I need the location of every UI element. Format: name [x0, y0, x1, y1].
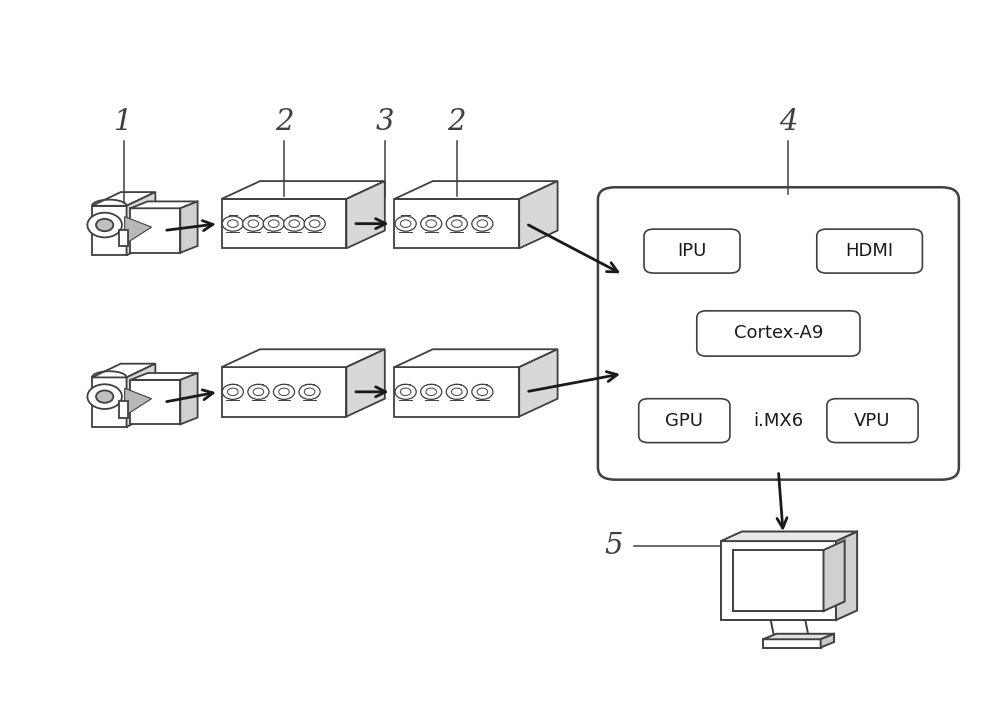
- Circle shape: [304, 216, 325, 231]
- Text: i.MX6: i.MX6: [753, 412, 803, 430]
- Text: GPU: GPU: [665, 412, 703, 430]
- Polygon shape: [130, 380, 180, 425]
- Polygon shape: [222, 349, 385, 367]
- Polygon shape: [127, 364, 155, 427]
- Text: 1: 1: [114, 108, 133, 136]
- FancyBboxPatch shape: [644, 229, 740, 273]
- Circle shape: [309, 220, 320, 227]
- Text: IPU: IPU: [677, 242, 707, 260]
- Polygon shape: [836, 531, 857, 620]
- Circle shape: [263, 216, 284, 231]
- Circle shape: [472, 384, 493, 400]
- FancyBboxPatch shape: [639, 399, 730, 443]
- Polygon shape: [733, 550, 824, 611]
- Circle shape: [395, 384, 416, 400]
- Text: HDMI: HDMI: [846, 242, 894, 260]
- Polygon shape: [394, 181, 558, 199]
- Circle shape: [87, 384, 122, 409]
- Circle shape: [268, 220, 279, 227]
- Circle shape: [243, 216, 264, 231]
- Polygon shape: [394, 349, 558, 367]
- Circle shape: [299, 384, 320, 400]
- Circle shape: [426, 220, 436, 227]
- Text: 3: 3: [376, 108, 394, 136]
- Text: 2: 2: [275, 108, 293, 136]
- Circle shape: [452, 220, 462, 227]
- Polygon shape: [394, 199, 519, 248]
- Polygon shape: [92, 364, 155, 378]
- Circle shape: [446, 216, 467, 231]
- Polygon shape: [771, 620, 809, 639]
- Polygon shape: [222, 367, 346, 417]
- Circle shape: [284, 216, 305, 231]
- Text: 2: 2: [448, 108, 466, 136]
- Circle shape: [253, 388, 264, 395]
- Circle shape: [96, 390, 113, 403]
- Circle shape: [248, 384, 269, 400]
- Polygon shape: [92, 192, 155, 206]
- Polygon shape: [519, 349, 558, 417]
- Circle shape: [304, 388, 315, 395]
- Circle shape: [248, 220, 259, 227]
- Polygon shape: [92, 378, 127, 427]
- Circle shape: [400, 388, 411, 395]
- Circle shape: [87, 212, 122, 237]
- Text: Cortex-A9: Cortex-A9: [734, 325, 823, 342]
- Circle shape: [222, 384, 243, 400]
- Polygon shape: [222, 181, 385, 199]
- Circle shape: [228, 220, 238, 227]
- Circle shape: [426, 388, 436, 395]
- Polygon shape: [346, 349, 385, 417]
- Circle shape: [421, 384, 442, 400]
- Polygon shape: [721, 531, 857, 541]
- Circle shape: [96, 219, 113, 231]
- Polygon shape: [824, 541, 845, 611]
- Circle shape: [477, 388, 488, 395]
- Circle shape: [273, 384, 295, 400]
- Polygon shape: [346, 181, 385, 248]
- Polygon shape: [763, 633, 834, 639]
- Polygon shape: [180, 202, 198, 253]
- Circle shape: [279, 388, 289, 395]
- Circle shape: [289, 220, 300, 227]
- Circle shape: [395, 216, 416, 231]
- Polygon shape: [721, 541, 836, 620]
- FancyBboxPatch shape: [598, 187, 959, 480]
- Bar: [119, 401, 128, 418]
- Text: 5: 5: [604, 532, 623, 561]
- Polygon shape: [125, 217, 152, 245]
- Circle shape: [222, 216, 243, 231]
- FancyBboxPatch shape: [697, 311, 860, 356]
- Circle shape: [472, 216, 493, 231]
- Circle shape: [421, 216, 442, 231]
- Circle shape: [400, 220, 411, 227]
- Polygon shape: [125, 388, 152, 416]
- Polygon shape: [394, 367, 519, 417]
- Polygon shape: [130, 208, 180, 253]
- Bar: [119, 230, 128, 246]
- Text: VPU: VPU: [854, 412, 891, 430]
- Polygon shape: [130, 202, 198, 208]
- Circle shape: [477, 220, 488, 227]
- Circle shape: [452, 388, 462, 395]
- Polygon shape: [92, 206, 127, 255]
- FancyBboxPatch shape: [827, 399, 918, 443]
- Circle shape: [446, 384, 467, 400]
- Polygon shape: [130, 373, 198, 380]
- FancyBboxPatch shape: [817, 229, 922, 273]
- Polygon shape: [127, 192, 155, 255]
- Polygon shape: [821, 633, 834, 648]
- Polygon shape: [222, 199, 346, 248]
- Circle shape: [228, 388, 238, 395]
- Text: 4: 4: [779, 108, 797, 136]
- Polygon shape: [519, 181, 558, 248]
- Polygon shape: [180, 373, 198, 425]
- Polygon shape: [763, 639, 821, 648]
